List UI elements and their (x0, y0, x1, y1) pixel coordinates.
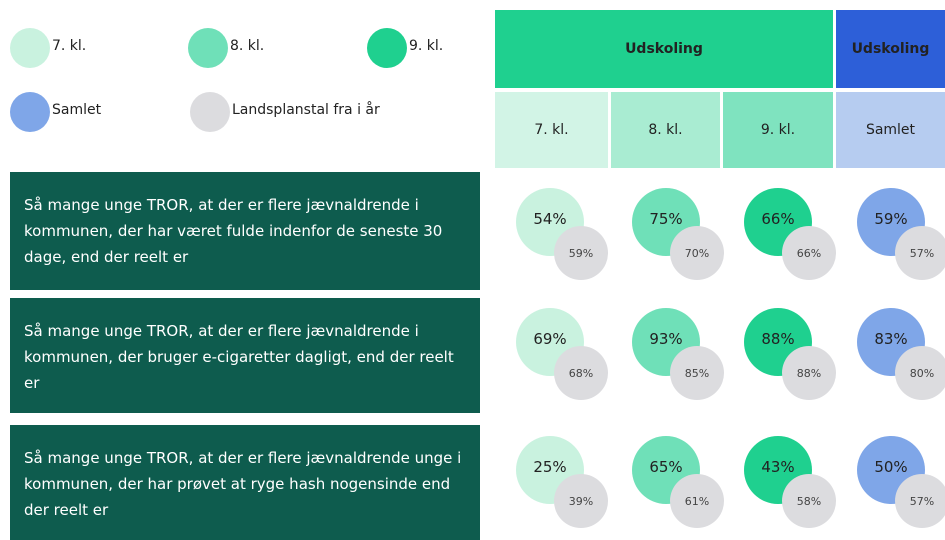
legend-swatch (188, 28, 228, 68)
legend-swatch (10, 28, 50, 68)
national-circle: 88% (782, 346, 836, 400)
legend-label: Samlet (52, 102, 102, 118)
national-circle: 59% (554, 226, 608, 280)
legend-swatch (10, 92, 50, 132)
national-circle: 80% (895, 346, 945, 400)
national-circle: 66% (782, 226, 836, 280)
group-header: Udskoling (495, 10, 833, 88)
column-header: Samlet (836, 92, 945, 168)
national-circle: 68% (554, 346, 608, 400)
legend-swatch (367, 28, 407, 68)
national-circle: 85% (670, 346, 724, 400)
value-circle: 43% (744, 436, 812, 504)
column-header: 7. kl. (495, 92, 608, 168)
legend-label: Landsplanstal fra i år (232, 102, 380, 118)
column-header: 8. kl. (611, 92, 720, 168)
national-circle: 58% (782, 474, 836, 528)
legend-label: 9. kl. (409, 38, 444, 54)
national-circle: 39% (554, 474, 608, 528)
legend-swatch (190, 92, 230, 132)
column-header: 9. kl. (723, 92, 833, 168)
legend-label: 8. kl. (230, 38, 265, 54)
group-header: Udskoling (836, 10, 945, 88)
value-circle: 54% (516, 188, 584, 256)
national-circle: 70% (670, 226, 724, 280)
value-circle: 88% (744, 308, 812, 376)
national-circle: 61% (670, 474, 724, 528)
national-circle: 57% (895, 226, 945, 280)
national-circle: 57% (895, 474, 945, 528)
row-text: Så mange unge TROR, at der er flere jævn… (10, 298, 480, 413)
legend-label: 7. kl. (52, 38, 87, 54)
row-text: Så mange unge TROR, at der er flere jævn… (10, 425, 480, 540)
row-text: Så mange unge TROR, at der er flere jævn… (10, 172, 480, 290)
